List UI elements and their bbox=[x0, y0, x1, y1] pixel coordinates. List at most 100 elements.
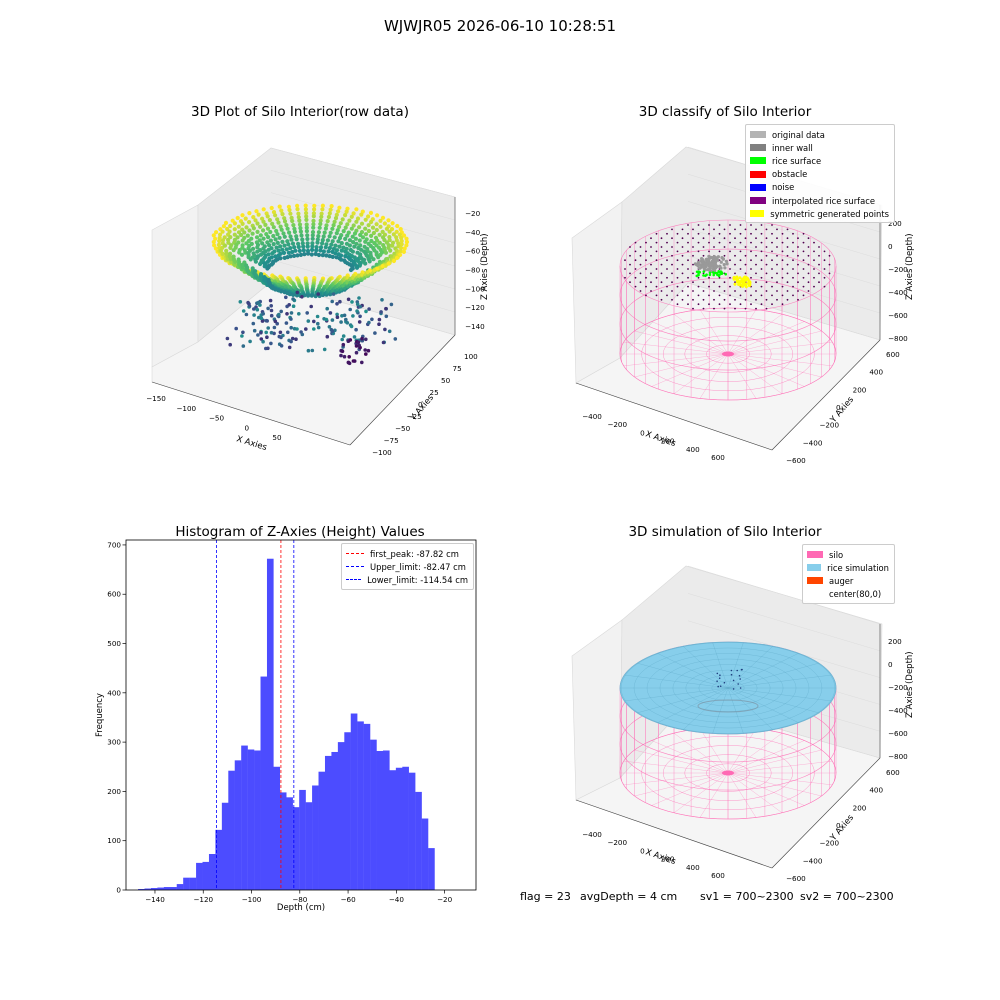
plot1-point bbox=[214, 230, 219, 235]
legend-swatch bbox=[750, 170, 766, 178]
plot1-point bbox=[236, 240, 241, 245]
auger-point bbox=[730, 673, 733, 676]
plot1-y-tick: 100 bbox=[464, 352, 478, 361]
plot1-point bbox=[227, 229, 232, 234]
plot1-point bbox=[285, 226, 290, 231]
plot1-point bbox=[363, 239, 368, 244]
plot1-point bbox=[275, 240, 280, 245]
plot4-xlabel: X Axies bbox=[644, 847, 677, 867]
plot1-point bbox=[355, 216, 361, 221]
plot1-point bbox=[342, 354, 347, 359]
plot1-point bbox=[374, 227, 379, 233]
plot1-point bbox=[265, 226, 271, 231]
plot1-point bbox=[352, 231, 358, 236]
plot1-y-tick: −75 bbox=[384, 436, 399, 445]
plot2-interpolated-point bbox=[723, 307, 726, 310]
plot2-z-tick: −600 bbox=[888, 311, 908, 320]
plot1-point bbox=[253, 218, 258, 223]
plot2-interpolated-point bbox=[771, 224, 773, 226]
plot1-point bbox=[333, 216, 339, 221]
plot1-gridline bbox=[270, 147, 456, 198]
plot1-point bbox=[360, 235, 366, 240]
plot1-point bbox=[300, 237, 305, 242]
plot1-point bbox=[369, 238, 374, 244]
plot2-interpolated-point bbox=[702, 254, 705, 257]
plot2-rice-point bbox=[720, 272, 723, 276]
plot2-interpolated-point bbox=[655, 232, 658, 235]
plot2-interpolated-point bbox=[781, 294, 784, 297]
plot2-interpolated-point bbox=[681, 254, 684, 257]
plot1-point bbox=[332, 219, 337, 224]
plot1-point bbox=[339, 320, 343, 324]
histogram-bar bbox=[331, 751, 339, 890]
plot2-innerwall-point bbox=[723, 266, 727, 270]
plot2-interpolated-point bbox=[723, 290, 726, 292]
plot2-interpolated-point bbox=[771, 259, 773, 262]
plot2-rice-point bbox=[712, 273, 715, 277]
plot2-symmetric-point bbox=[732, 276, 736, 280]
plot2-innerwall-point bbox=[705, 263, 709, 267]
plot1-point bbox=[344, 209, 349, 214]
plot2-silo-floor-spoke bbox=[727, 330, 822, 355]
plot1-point bbox=[269, 341, 273, 346]
plot4-silo-center-mark bbox=[722, 770, 734, 776]
auger-point bbox=[718, 677, 721, 679]
plot4-y-tick: 0 bbox=[836, 821, 841, 830]
plot2-interpolated-point bbox=[818, 281, 820, 284]
histogram-legend: first_peak: -87.82 cm Upper_limit: -82.4… bbox=[341, 543, 474, 590]
plot1-point bbox=[240, 243, 245, 248]
plot1-point bbox=[238, 300, 243, 304]
histogram-bar bbox=[312, 785, 319, 890]
plot4-x-tick: −400 bbox=[582, 830, 602, 839]
plot1-point bbox=[286, 330, 290, 335]
legend-swatch bbox=[807, 551, 823, 559]
plot1-point bbox=[294, 337, 298, 342]
plot2-interpolated-point bbox=[702, 298, 705, 301]
plot1-point bbox=[310, 236, 315, 241]
plot2-interpolated-point bbox=[750, 232, 752, 235]
plot1-point bbox=[221, 224, 226, 229]
plot1-point bbox=[276, 288, 281, 293]
plot1-point bbox=[296, 241, 301, 246]
legend-item-noise: noise bbox=[750, 181, 889, 194]
plot1-point bbox=[259, 272, 264, 277]
plot4-y-tick: 400 bbox=[869, 786, 883, 795]
auger-point bbox=[738, 674, 741, 677]
plot2-interpolated-point bbox=[792, 276, 794, 279]
plot2-interpolated-point bbox=[718, 232, 721, 235]
plot2-interpolated-point bbox=[771, 285, 773, 288]
rice-surface-mesh bbox=[646, 653, 810, 723]
plot1-point bbox=[223, 220, 229, 225]
plot1-point bbox=[268, 238, 273, 243]
plot1-point bbox=[256, 212, 261, 217]
plot1-point bbox=[217, 238, 222, 244]
auger-point bbox=[741, 668, 743, 671]
plot1-point bbox=[312, 203, 317, 208]
plot1-point bbox=[357, 296, 361, 300]
plot1-point bbox=[225, 336, 230, 341]
legend-swatch bbox=[750, 144, 766, 152]
plot4-silo-floor-spoke bbox=[651, 772, 729, 806]
plot1-point bbox=[331, 292, 336, 296]
histogram-x-tick: −20 bbox=[437, 895, 453, 904]
legend-item-upper-limit: Upper_limit: -82.47 cm bbox=[346, 560, 468, 573]
plot1-point bbox=[244, 263, 249, 268]
plot1-point bbox=[338, 299, 342, 304]
plot1-point bbox=[236, 257, 241, 262]
plot2-interpolated-point bbox=[771, 250, 773, 253]
plot1-x-tick: 50 bbox=[272, 433, 282, 442]
plot1-point bbox=[273, 237, 278, 242]
plot1-point bbox=[387, 229, 392, 234]
plot2-interpolated-point bbox=[823, 259, 826, 262]
plot2-interpolated-point bbox=[708, 224, 710, 226]
plot1-point bbox=[288, 234, 293, 239]
plot2-interpolated-point bbox=[813, 241, 815, 244]
plot2-interpolated-point bbox=[645, 250, 647, 253]
histogram-bar bbox=[382, 750, 390, 890]
plot1-point bbox=[363, 232, 369, 237]
plot1-point bbox=[290, 241, 296, 246]
plot2-innerwall-point bbox=[713, 263, 717, 267]
plot1-point bbox=[293, 248, 298, 253]
plot1-point bbox=[354, 207, 359, 212]
